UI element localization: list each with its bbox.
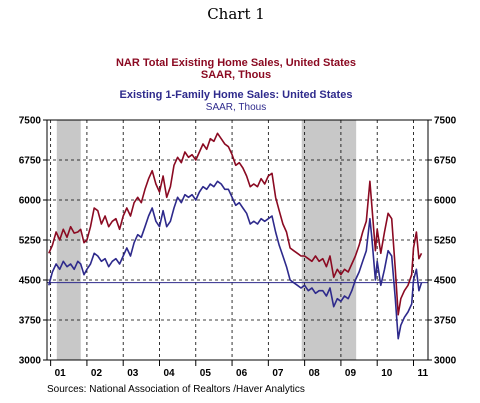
series-line-1 <box>48 132 423 316</box>
plot-frame <box>46 119 429 361</box>
gridlines <box>47 120 428 360</box>
series-line-2 <box>48 180 423 340</box>
source-note: Sources: National Association of Realtor… <box>47 384 305 395</box>
chart-title-total-sales: NAR Total Existing Home Sales, United St… <box>116 57 356 69</box>
recession-band-1 <box>56 120 81 360</box>
x-tick-label: 05 <box>200 368 212 379</box>
y-tick-label-right: 3750 <box>434 316 457 327</box>
x-tick-label: 09 <box>345 368 357 379</box>
y-tick-label-right: 3000 <box>434 356 457 367</box>
y-tick-label-left: 4500 <box>19 276 42 287</box>
y-tick-label-left: 5250 <box>19 236 42 247</box>
series-lines <box>48 132 423 340</box>
x-tick-label: 06 <box>236 368 248 379</box>
chart-title-single-family: Existing 1-Family Home Sales: United Sta… <box>120 89 353 101</box>
chart-subtitle-single-family-units: SAAR, Thous <box>206 102 266 113</box>
x-tick-label: 07 <box>272 368 284 379</box>
x-tick-label: 01 <box>55 368 67 379</box>
x-tick-label: 11 <box>417 368 428 379</box>
chart-subtitle-total-units: SAAR, Thous <box>201 69 271 81</box>
x-tick-label: 08 <box>309 368 321 379</box>
y-tick-label-left: 3750 <box>19 316 42 327</box>
y-tick-label-left: 7500 <box>19 116 42 127</box>
y-tick-label-left: 3000 <box>19 356 42 367</box>
y-tick-label-right: 6000 <box>434 196 457 207</box>
y-tick-label-left: 6000 <box>19 196 42 207</box>
x-tick-label: 04 <box>163 368 175 379</box>
y-tick-label-left: 6750 <box>19 156 42 167</box>
x-tick-label: 02 <box>91 368 103 379</box>
y-tick-label-right: 4500 <box>434 276 457 287</box>
page-title: Chart 1 <box>207 5 265 23</box>
axis-ticks: 3000 3000 3750 3750 4500 4500 5250 5250 6000 6000… <box>19 116 457 380</box>
y-tick-label-right: 7500 <box>434 116 457 127</box>
x-tick-label: 03 <box>127 368 139 379</box>
y-tick-label-right: 6750 <box>434 156 457 167</box>
y-tick-label-right: 5250 <box>434 236 457 247</box>
x-tick-label: 10 <box>381 368 393 379</box>
